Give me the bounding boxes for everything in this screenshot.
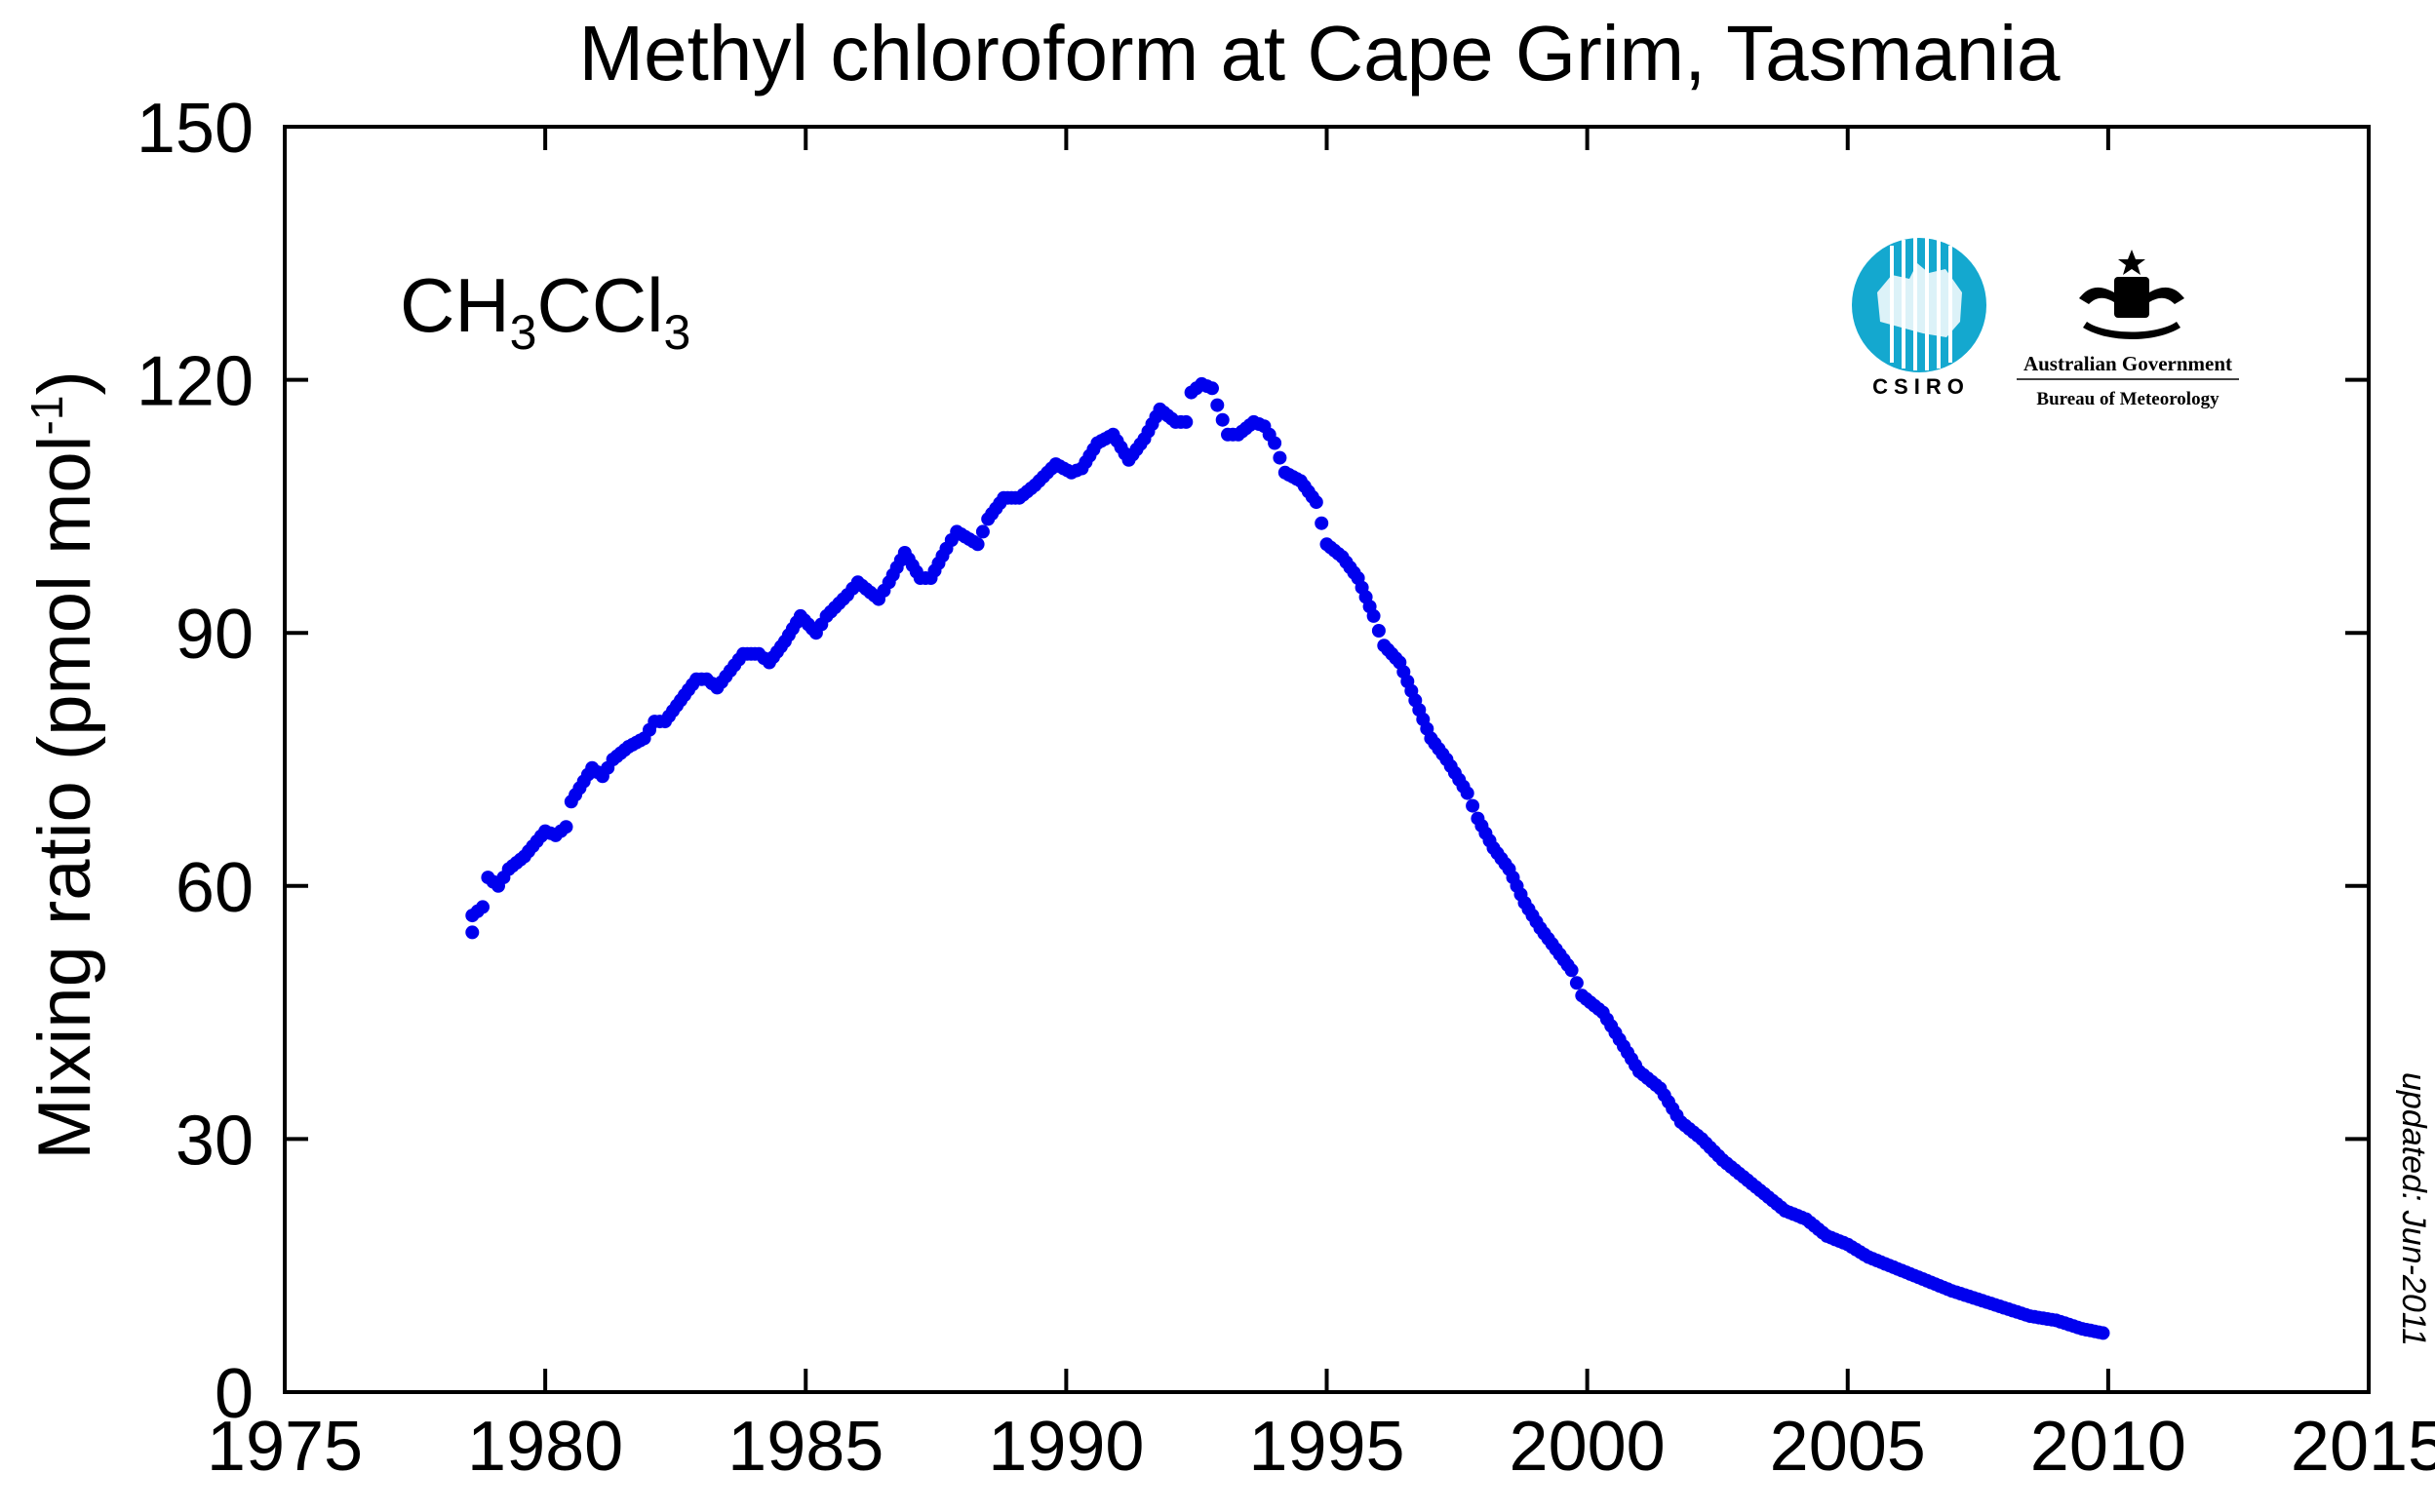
y-tick-label: 60 — [176, 849, 254, 927]
data-point — [1268, 436, 1282, 450]
x-tick-label: 2010 — [2030, 1408, 2186, 1486]
data-point — [970, 537, 985, 552]
x-tick-label: 1980 — [467, 1408, 623, 1486]
y-tick-label: 120 — [137, 343, 254, 421]
x-tick-label: 1975 — [207, 1408, 363, 1486]
csiro-logo: CSIRO — [1852, 238, 1986, 399]
x-axis: 1975 1980 1985 1990 1995 2000 2005 2010 2015 — [207, 127, 2435, 1486]
data-point — [1210, 398, 1225, 412]
y-tick-label: 30 — [176, 1102, 254, 1180]
data-point — [1273, 450, 1287, 465]
data-point — [1460, 786, 1474, 800]
chart-title: Methyl chloroform at Cape Grim, Tasmania — [578, 10, 2061, 97]
compound-label: CH3CCl3 — [400, 262, 690, 360]
compound-label-ch: CH — [400, 262, 510, 348]
compound-label-sub1: 3 — [510, 305, 537, 360]
y-axis-label-sup: -1 — [21, 396, 72, 436]
data-point — [2096, 1326, 2110, 1340]
gov-line-1: Australian Government — [2023, 352, 2232, 375]
y-tick-label: 90 — [176, 596, 254, 674]
data-point — [1179, 414, 1194, 429]
y-tick-label: 150 — [137, 90, 254, 168]
data-point — [465, 925, 480, 940]
data-point — [1215, 412, 1230, 427]
data-series — [465, 376, 2110, 1340]
x-tick-label: 2005 — [1770, 1408, 1926, 1486]
y-axis-label-main: Mixing ratio (pmol mol — [23, 435, 106, 1159]
gov-line-2: Bureau of Meteorology — [2036, 389, 2219, 409]
x-tick-label: 1985 — [727, 1408, 884, 1486]
compound-label-ccl: CCl — [536, 262, 663, 348]
bom-logo: Australian Government Bureau of Meteorol… — [2017, 250, 2239, 409]
data-point — [559, 820, 573, 834]
y-axis-label-close: ) — [23, 370, 106, 395]
data-point — [476, 900, 490, 914]
data-point — [1309, 495, 1323, 510]
x-tick-label: 1990 — [988, 1408, 1144, 1486]
y-axis: 0 30 60 90 120 150 — [137, 90, 2369, 1433]
x-tick-label: 2015 — [2291, 1408, 2435, 1486]
data-point — [1315, 516, 1329, 530]
coat-of-arms-icon — [2079, 250, 2184, 339]
x-tick-label: 1995 — [1248, 1408, 1404, 1486]
data-point — [1564, 963, 1579, 978]
data-point — [1205, 381, 1219, 396]
x-tick-label: 2000 — [1510, 1408, 1666, 1486]
csiro-logo-stripes — [1890, 238, 1952, 370]
data-point — [1371, 624, 1386, 638]
y-axis-label: Mixing ratio (pmol mol-1) — [21, 370, 106, 1160]
compound-label-sub2: 3 — [663, 305, 690, 360]
csiro-logo-text: CSIRO — [1872, 374, 1970, 399]
data-point — [1569, 976, 1584, 990]
data-point — [1466, 798, 1480, 813]
data-point — [975, 524, 990, 539]
australia-map-shape — [1877, 263, 1962, 337]
data-point — [1366, 608, 1381, 623]
updated-note: updated: Jun-2011 — [2395, 1072, 2432, 1346]
y-tick-label: 0 — [215, 1355, 254, 1433]
